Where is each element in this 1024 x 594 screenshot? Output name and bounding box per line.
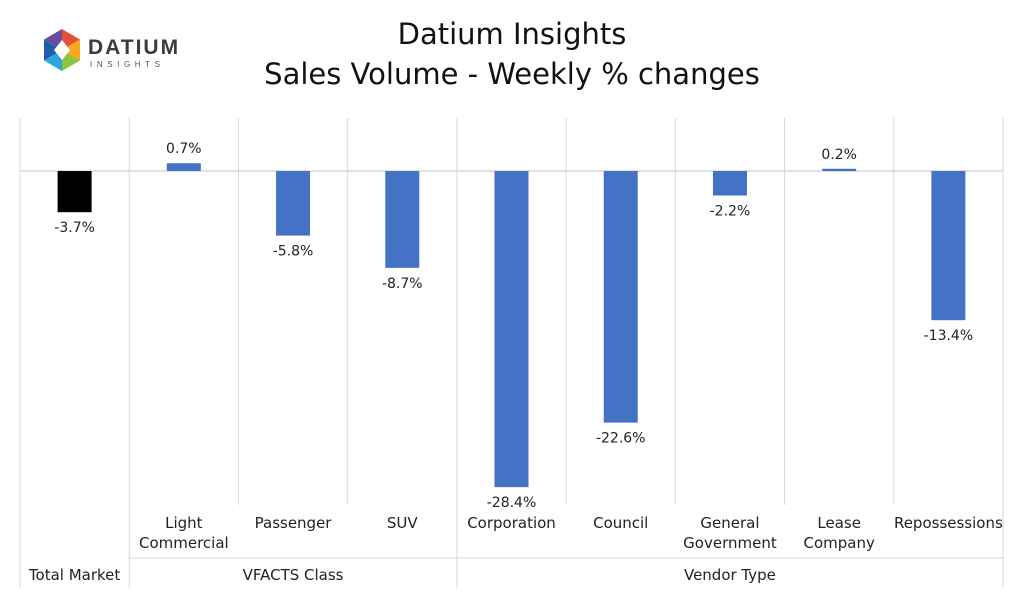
chart-title-line-2: Sales Volume - Weekly % changes bbox=[264, 57, 760, 91]
category-label: SUV bbox=[387, 514, 419, 532]
bar bbox=[276, 171, 311, 236]
chart-title: Datium Insights Sales Volume - Weekly % … bbox=[0, 14, 1024, 94]
category-label: General bbox=[700, 514, 759, 532]
chart-title-line-1: Datium Insights bbox=[397, 17, 627, 51]
category-label: Lease bbox=[817, 514, 861, 532]
data-label: -8.7% bbox=[382, 276, 423, 292]
data-label: -3.7% bbox=[54, 220, 95, 236]
group-label: VFACTS Class bbox=[243, 566, 344, 584]
category-label: Company bbox=[803, 534, 874, 552]
bar bbox=[822, 168, 857, 171]
data-label: -5.8% bbox=[273, 244, 314, 260]
bar bbox=[931, 171, 966, 321]
bar bbox=[385, 171, 420, 268]
bar bbox=[712, 171, 747, 196]
category-label: Corporation bbox=[467, 514, 556, 532]
category-label: Government bbox=[683, 534, 777, 552]
category-label: Repossessions bbox=[894, 514, 1003, 532]
category-label: Total Market bbox=[28, 566, 120, 584]
category-label: Light bbox=[165, 514, 203, 532]
category-label: Council bbox=[593, 514, 648, 532]
data-label: 0.2% bbox=[821, 147, 857, 163]
data-label: -28.4% bbox=[487, 495, 537, 511]
category-label: Commercial bbox=[139, 534, 229, 552]
data-label: -13.4% bbox=[924, 328, 974, 344]
bar bbox=[57, 171, 92, 213]
bar bbox=[494, 171, 529, 488]
data-label: -2.2% bbox=[710, 203, 751, 219]
bar bbox=[166, 163, 201, 171]
data-label: 0.7% bbox=[166, 141, 202, 157]
data-label: -22.6% bbox=[596, 431, 646, 447]
group-label: Vendor Type bbox=[684, 566, 776, 584]
logo-name: DATIUM bbox=[88, 36, 181, 59]
logo: DATIUM INSIGHTS bbox=[38, 26, 188, 82]
bar bbox=[603, 171, 638, 423]
category-label: Passenger bbox=[255, 514, 333, 532]
datium-hexagon-icon bbox=[44, 29, 80, 71]
logo-tagline: INSIGHTS bbox=[90, 60, 165, 69]
